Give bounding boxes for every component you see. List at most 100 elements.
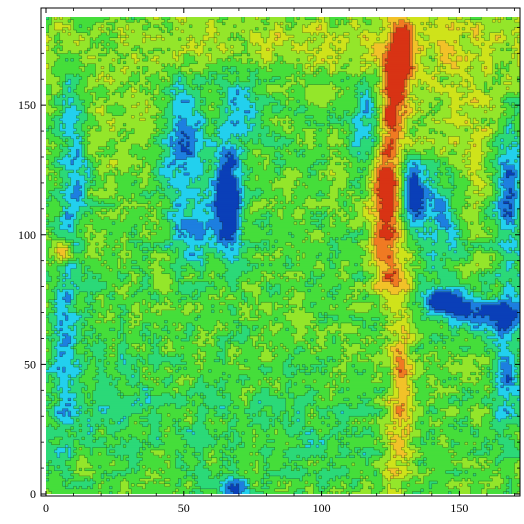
heatmap-cell [501, 274, 518, 277]
heatmap-cell [468, 354, 477, 357]
heatmap-cell [258, 465, 264, 468]
heatmap-cell [162, 419, 173, 422]
heatmap-cell [228, 476, 234, 479]
heatmap-cell [195, 447, 204, 450]
heatmap-cell [162, 313, 184, 316]
heatmap-cell [120, 484, 129, 487]
heatmap-cell [415, 421, 421, 424]
heatmap-cell [291, 359, 319, 362]
heatmap-cell [503, 385, 520, 388]
heatmap-cell [134, 302, 140, 305]
heatmap-cell [313, 416, 319, 419]
heatmap-cell [457, 427, 471, 430]
heatmap-cell [123, 395, 148, 398]
heatmap-cell [134, 294, 151, 297]
heatmap-cell [374, 432, 380, 435]
heatmap-cell [382, 434, 388, 437]
heatmap-cell [153, 351, 159, 354]
heatmap-cell [46, 383, 55, 386]
heatmap-cell [79, 419, 88, 422]
heatmap-cell [410, 297, 416, 300]
heatmap-cell [407, 465, 418, 468]
heatmap-cell [71, 465, 77, 468]
heatmap-cell [261, 411, 267, 414]
heatmap-cell [457, 271, 463, 274]
heatmap-cell [291, 481, 305, 484]
heatmap-cell [170, 429, 176, 432]
heatmap-cell [170, 331, 184, 334]
heatmap-cell [481, 323, 487, 326]
heatmap-cell [54, 377, 60, 380]
heatmap-cell [503, 287, 514, 290]
heatmap-cell [195, 468, 209, 471]
heatmap-cell [492, 367, 498, 370]
heatmap-cell [316, 281, 355, 284]
heatmap-cell [118, 388, 140, 391]
heatmap-cell [233, 478, 239, 481]
heatmap-cell [313, 489, 319, 492]
heatmap-cell [492, 478, 503, 481]
heatmap-cell [454, 455, 498, 458]
heatmap-cell [275, 284, 281, 287]
heatmap-cell [448, 370, 481, 373]
heatmap-cell [52, 333, 58, 336]
heatmap-cell [233, 434, 239, 437]
heatmap-cell [228, 414, 234, 417]
heatmap-cell [52, 388, 58, 391]
heatmap-cell [112, 307, 121, 310]
heatmap-cell [509, 344, 520, 347]
heatmap-cell [203, 274, 209, 277]
heatmap-cell [242, 284, 259, 287]
heatmap-cell [107, 440, 121, 443]
heatmap-cell [330, 437, 336, 440]
heatmap-cell [198, 377, 204, 380]
heatmap-cell [63, 398, 69, 401]
heatmap-cell [74, 357, 85, 360]
heatmap-cell [440, 440, 446, 443]
heatmap-cell [319, 411, 328, 414]
heatmap-cell [313, 486, 319, 489]
heatmap-cell [79, 458, 88, 461]
heatmap-cell [484, 414, 493, 417]
heatmap-cell [153, 279, 173, 282]
heatmap-cell [454, 338, 465, 341]
heatmap-cell [338, 364, 347, 367]
heatmap-cell [46, 372, 57, 375]
heatmap-cell [214, 276, 220, 279]
heatmap-cell [415, 424, 429, 427]
heatmap-cell [145, 471, 151, 474]
heatmap-cell [79, 318, 85, 321]
heatmap-cell [366, 349, 383, 352]
heatmap-cell [481, 489, 487, 492]
heatmap-cell [170, 463, 176, 466]
heatmap-cell [93, 473, 102, 476]
heatmap-cell [396, 344, 405, 347]
heatmap-cell [388, 388, 394, 391]
heatmap-cell [65, 367, 79, 370]
heatmap-cell [145, 486, 187, 489]
heatmap-cell [151, 395, 173, 398]
heatmap-cell [377, 281, 391, 284]
heatmap-cell [308, 491, 314, 494]
heatmap-cell [492, 447, 501, 450]
heatmap-cell [346, 364, 352, 367]
heatmap-cell [203, 364, 239, 367]
heatmap-cell [247, 375, 286, 378]
heatmap-cell [140, 460, 165, 463]
heatmap-cell [156, 370, 167, 373]
heatmap-cell [393, 390, 399, 393]
heatmap-cell [289, 393, 295, 396]
heatmap-cell [131, 489, 175, 492]
heatmap-cell [470, 491, 481, 494]
heatmap-cell [46, 450, 55, 453]
heatmap-cell [96, 401, 135, 404]
heatmap-cell [410, 292, 416, 295]
heatmap-cell [153, 388, 173, 391]
heatmap-cell [327, 447, 338, 450]
heatmap-cell [374, 284, 394, 287]
heatmap-cell [76, 331, 82, 334]
heatmap-cell [203, 276, 212, 279]
heatmap-cell [280, 292, 286, 295]
heatmap-cell [313, 313, 319, 316]
heatmap-cell [503, 289, 514, 292]
